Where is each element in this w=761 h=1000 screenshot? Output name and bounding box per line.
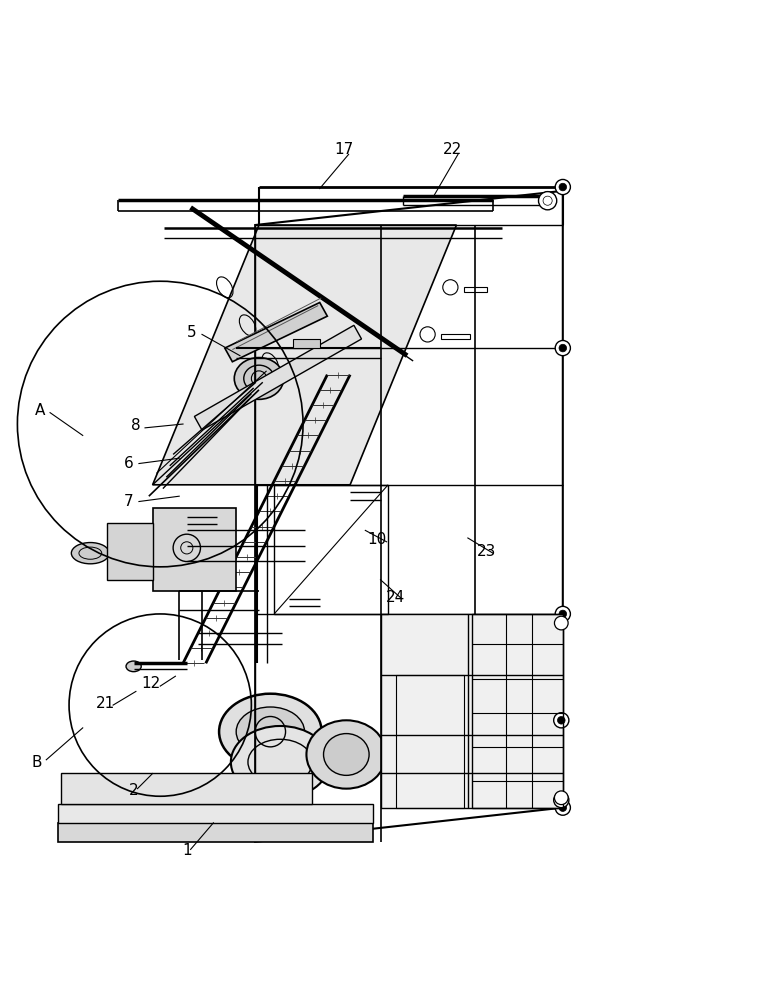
Polygon shape: [153, 508, 236, 591]
Text: 10: 10: [367, 532, 387, 547]
Circle shape: [554, 713, 569, 728]
Polygon shape: [62, 773, 312, 804]
Text: 5: 5: [187, 325, 197, 340]
Text: A: A: [35, 403, 46, 418]
Circle shape: [555, 616, 568, 630]
Ellipse shape: [126, 661, 142, 672]
Ellipse shape: [72, 543, 110, 564]
Circle shape: [554, 792, 569, 808]
Text: 23: 23: [477, 544, 496, 559]
Ellipse shape: [323, 734, 369, 775]
Text: 21: 21: [96, 696, 115, 711]
Text: 7: 7: [123, 494, 133, 509]
Polygon shape: [380, 614, 563, 808]
Polygon shape: [224, 303, 327, 362]
Circle shape: [559, 804, 567, 811]
Circle shape: [556, 340, 571, 356]
Circle shape: [558, 796, 565, 804]
Text: 8: 8: [131, 418, 141, 433]
Text: 17: 17: [334, 142, 354, 157]
Polygon shape: [58, 804, 373, 823]
Ellipse shape: [307, 720, 386, 789]
Polygon shape: [194, 325, 361, 430]
Circle shape: [559, 610, 567, 618]
Polygon shape: [58, 823, 373, 842]
Circle shape: [555, 791, 568, 805]
Polygon shape: [153, 225, 457, 485]
Polygon shape: [293, 339, 320, 348]
Circle shape: [556, 606, 571, 622]
Text: 2: 2: [129, 783, 139, 798]
Circle shape: [559, 183, 567, 191]
Circle shape: [559, 344, 567, 352]
Ellipse shape: [234, 358, 284, 399]
Ellipse shape: [219, 694, 322, 770]
Circle shape: [556, 179, 571, 195]
Text: 6: 6: [123, 456, 133, 471]
Text: 12: 12: [142, 676, 161, 691]
Ellipse shape: [236, 707, 304, 756]
Text: 1: 1: [182, 843, 192, 858]
Circle shape: [539, 192, 557, 210]
Circle shape: [558, 716, 565, 724]
Text: 22: 22: [443, 142, 462, 157]
Polygon shape: [107, 523, 153, 580]
Text: B: B: [31, 755, 42, 770]
Ellipse shape: [231, 726, 330, 798]
Circle shape: [556, 800, 571, 815]
Text: 24: 24: [386, 590, 406, 605]
